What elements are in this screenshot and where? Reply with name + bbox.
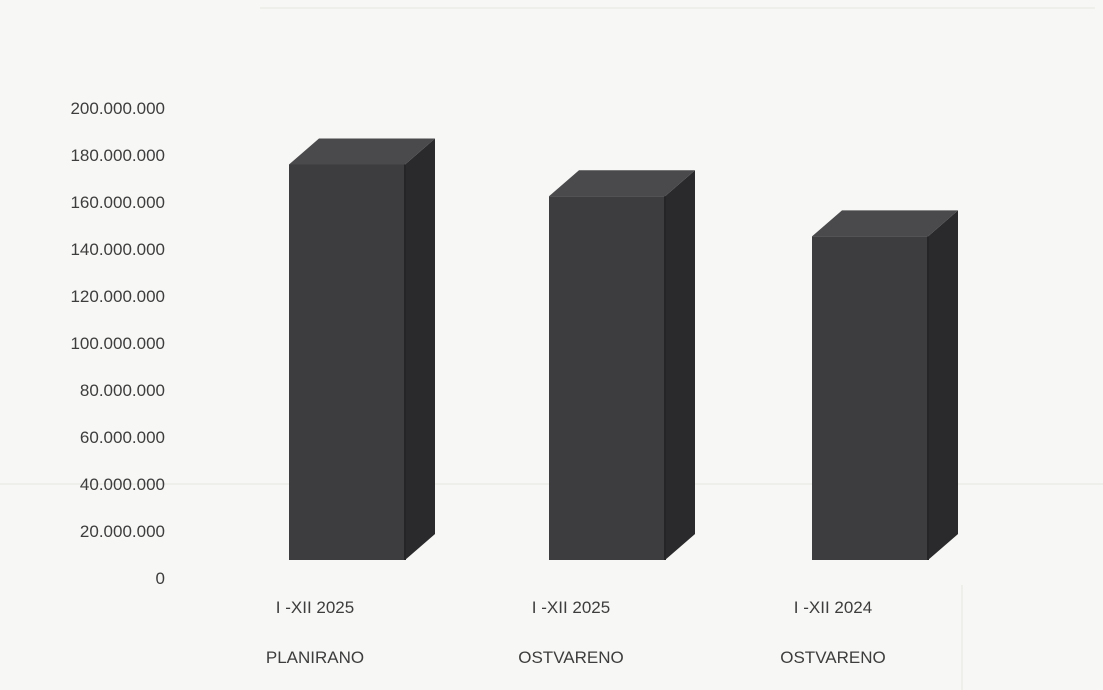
- x-category-sublabel: OSTVARENO: [780, 648, 885, 667]
- x-category-sublabel: OSTVARENO: [518, 648, 623, 667]
- y-tick-label: 80.000.000: [80, 381, 165, 400]
- bar-front: [289, 164, 405, 560]
- bar-front: [549, 196, 665, 560]
- bars: [289, 138, 958, 560]
- y-tick-label: 140.000.000: [70, 240, 165, 259]
- bar: [289, 138, 435, 560]
- bar: [549, 170, 695, 560]
- bar-side: [665, 170, 695, 560]
- y-tick-label: 0: [156, 569, 165, 588]
- y-tick-label: 120.000.000: [70, 287, 165, 306]
- bar-side: [928, 210, 958, 560]
- bar: [812, 210, 958, 560]
- y-tick-label: 60.000.000: [80, 428, 165, 447]
- y-tick-label: 100.000.000: [70, 334, 165, 353]
- y-axis: 0 20.000.000 40.000.000 60.000.000 80.000.00…: [70, 99, 165, 588]
- bar-side: [405, 138, 435, 560]
- y-tick-label: 180.000.000: [70, 146, 165, 165]
- y-tick-label: 20.000.000: [80, 522, 165, 541]
- x-category-label: I -XII 2025: [532, 598, 610, 617]
- bar-front: [812, 236, 928, 560]
- y-tick-label: 160.000.000: [70, 193, 165, 212]
- x-category-label: I -XII 2025: [276, 598, 354, 617]
- y-tick-label: 40.000.000: [80, 475, 165, 494]
- bar-top: [812, 210, 958, 237]
- y-tick-label: 200.000.000: [70, 99, 165, 118]
- x-category-sublabel: PLANIRANO: [266, 648, 364, 667]
- bar-top: [549, 170, 695, 197]
- x-category-label: I -XII 2024: [794, 598, 872, 617]
- bar-top: [289, 138, 435, 165]
- x-axis: I -XII 2025 PLANIRANO I -XII 2025 OSTVARENO…: [266, 598, 886, 667]
